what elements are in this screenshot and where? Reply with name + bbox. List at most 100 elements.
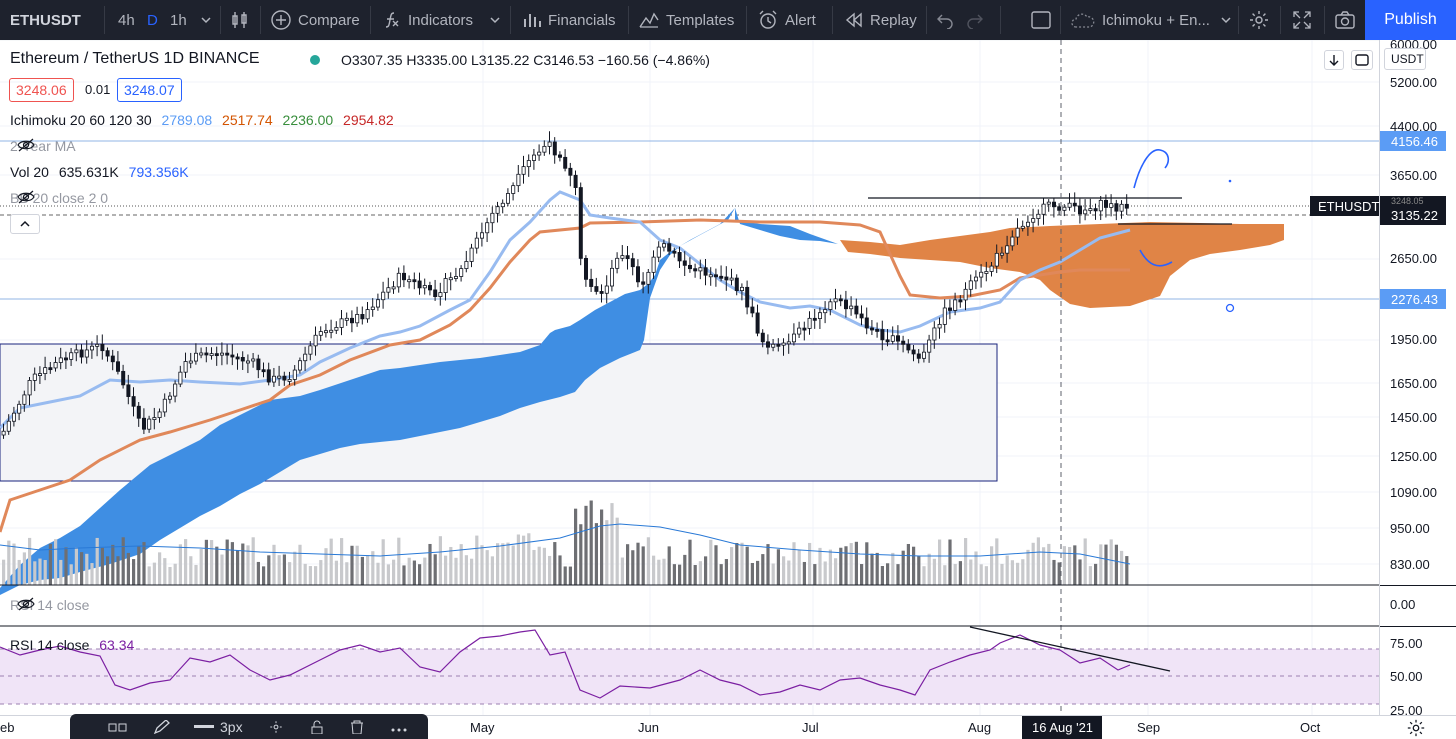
arrow-up-drawing[interactable] [1133, 149, 1170, 189]
candle [662, 243, 667, 248]
eye-off-icon[interactable] [16, 138, 36, 152]
layout-dropdown[interactable] [1220, 0, 1232, 40]
candle [323, 330, 328, 334]
candle [776, 343, 781, 347]
indicator-2y-ma[interactable]: 2-Year MA [10, 138, 76, 154]
candle [438, 292, 443, 298]
candle [547, 141, 552, 147]
rsi-divergence-trendline[interactable] [969, 626, 1171, 672]
scroll-down-button[interactable] [1324, 50, 1344, 70]
settings-button[interactable] [1248, 0, 1270, 40]
candle [17, 403, 22, 414]
indicators-button[interactable]: Indicators [382, 0, 501, 40]
candle [724, 276, 729, 281]
volume-bar [704, 556, 708, 585]
volume-bar [293, 551, 297, 585]
candle [235, 356, 240, 360]
rsi-tick: 25.00 [1390, 703, 1423, 718]
gear-icon[interactable] [1406, 718, 1426, 738]
chart-pane[interactable]: Ethereum / TetherUS 1D BINANCE O3307.35 … [0, 40, 1379, 715]
volume-bar [360, 556, 364, 585]
snapshot-button[interactable] [1334, 0, 1356, 40]
eye-off-icon[interactable] [16, 597, 36, 611]
more-icon[interactable] [389, 720, 409, 734]
sell-button[interactable]: 3248.06 [9, 78, 74, 102]
volume-bar [589, 500, 593, 585]
interval-dropdown[interactable] [200, 0, 212, 40]
volume-bar [553, 542, 557, 585]
candle [58, 357, 63, 363]
collapse-legend-button[interactable] [10, 214, 40, 234]
compare-button[interactable]: Compare [270, 0, 360, 40]
grid-icon[interactable] [108, 720, 128, 734]
layout-name-button[interactable]: Ichimoku + En... [1070, 0, 1210, 40]
interval-1h[interactable]: 1h [170, 0, 187, 40]
volume-bar [184, 539, 188, 585]
volume-bar [516, 534, 520, 585]
candle [479, 232, 484, 239]
price-axis[interactable]: 6000.00 USDT 5200.00 4400.00 4156.46 365… [1379, 37, 1456, 718]
volume-bar [615, 517, 619, 585]
financials-button[interactable]: Financials [522, 0, 616, 40]
gear-icon[interactable] [267, 720, 285, 734]
layout-select-button[interactable] [1030, 0, 1052, 40]
rsi-legend-2[interactable]: RSI 14 close 63.34 [10, 637, 134, 653]
chart-canvas[interactable] [0, 40, 1379, 715]
eye-off-icon[interactable] [16, 190, 36, 204]
trash-icon[interactable] [349, 720, 365, 734]
point-marker[interactable] [1225, 303, 1235, 313]
volume-bar [990, 546, 994, 585]
volume-bar [568, 566, 572, 585]
symbol-title: Ethereum / TetherUS 1D BINANCE [10, 50, 260, 67]
symbol-search[interactable]: ETHUSDT [10, 0, 81, 40]
volume-bar [282, 554, 286, 585]
pencil-icon[interactable] [152, 719, 170, 734]
publish-button[interactable]: Publish [1365, 0, 1456, 40]
candle [230, 354, 235, 358]
volume-bar [953, 563, 957, 585]
price-tick: 1950.00 [1390, 332, 1437, 347]
arrow-down-drawing[interactable] [1139, 249, 1173, 267]
redo-button[interactable] [966, 0, 984, 40]
interval-d[interactable]: D [147, 0, 158, 40]
volume-bar [709, 539, 713, 585]
axis-divider [1380, 585, 1456, 586]
vol-value: 635.631K [58, 164, 119, 180]
candle [1, 430, 6, 436]
alert-button[interactable]: Alert [757, 0, 816, 40]
candle [365, 309, 370, 320]
replay-button[interactable]: Replay [844, 0, 917, 40]
rsi-tick: 50.00 [1390, 669, 1423, 684]
rsi-legend-1[interactable]: RSI 14 close [10, 597, 89, 613]
chart-type-button[interactable] [230, 0, 250, 40]
bar-chart-icon [524, 14, 541, 27]
volume-bar [906, 543, 910, 585]
time-cursor-label: 16 Aug '21 [1022, 716, 1102, 739]
compare-label: Compare [298, 11, 360, 29]
volume-bar [854, 541, 858, 585]
lock-icon[interactable] [309, 720, 325, 734]
volume-bar [605, 520, 609, 585]
price-label-high: 4156.46 [1380, 131, 1446, 151]
candle [849, 305, 854, 310]
templates-button[interactable]: Templates [638, 0, 734, 40]
indicator-bb[interactable]: BB 20 close 2 0 [10, 190, 108, 206]
candle [1119, 203, 1124, 212]
undo-button[interactable] [936, 0, 954, 40]
candle [636, 266, 641, 283]
volume-bar [194, 564, 198, 585]
line-width-selector[interactable]: 3px [194, 719, 243, 735]
indicator-ichimoku[interactable]: Ichimoku 20 60 120 30 2789.08 2517.74 22… [10, 112, 394, 128]
volume-bar [1083, 538, 1087, 585]
volume-bar [865, 542, 869, 585]
candle [651, 256, 656, 273]
maximize-pane-button[interactable] [1351, 50, 1373, 70]
fullscreen-button[interactable] [1292, 0, 1312, 40]
candle [219, 352, 224, 356]
interval-4h[interactable]: 4h [118, 0, 135, 40]
candle [474, 237, 479, 249]
volume-bar [875, 552, 879, 585]
indicator-volume[interactable]: Vol 20 635.631K 793.356K [10, 164, 189, 180]
buy-button[interactable]: 3248.07 [117, 78, 182, 102]
volume-bar [886, 563, 890, 585]
